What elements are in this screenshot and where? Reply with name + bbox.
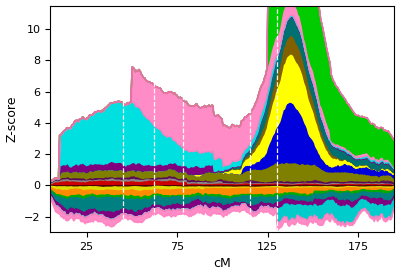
X-axis label: cM: cM <box>214 258 231 270</box>
Y-axis label: Z-score: Z-score <box>6 95 18 142</box>
